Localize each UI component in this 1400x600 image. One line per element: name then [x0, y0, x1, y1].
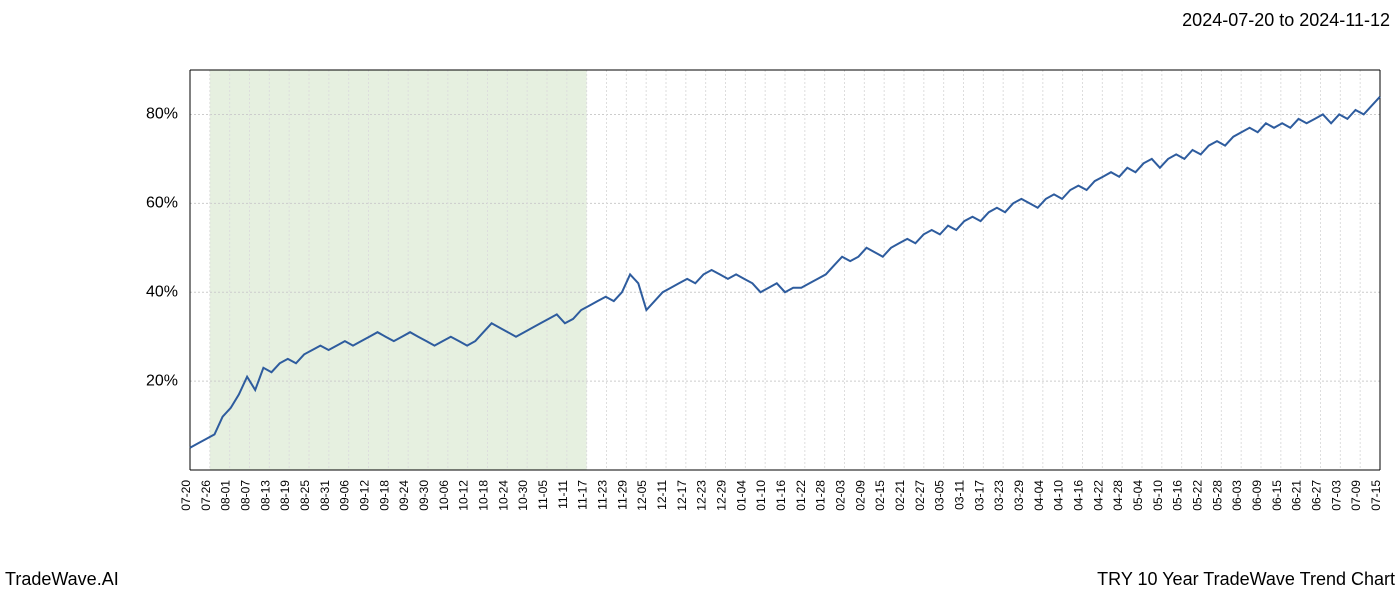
x-tick-label: 04-28 [1111, 480, 1125, 511]
x-tick-label: 10-12 [457, 480, 471, 511]
x-tick-label: 07-03 [1329, 480, 1343, 511]
x-tick-label: 06-09 [1250, 480, 1264, 511]
x-tick-label: 10-06 [437, 480, 451, 511]
x-tick-label: 06-15 [1270, 480, 1284, 511]
x-tick-label: 08-25 [298, 480, 312, 511]
x-tick-label: 01-16 [774, 480, 788, 511]
x-tick-label: 02-27 [913, 480, 927, 511]
x-tick-label: 05-28 [1210, 480, 1224, 511]
y-tick-label: 80% [146, 106, 178, 123]
trend-chart: 20% 40% 60% 80% 07-20 07-26 08-01 08-07 08-13 08-… [0, 50, 1400, 540]
x-tick-label: 10-30 [516, 480, 530, 511]
x-tick-label: 04-22 [1091, 480, 1105, 511]
x-tick-label: 01-28 [814, 480, 828, 511]
x-tick-label: 04-16 [1072, 480, 1086, 511]
x-tick-label: 07-15 [1369, 480, 1383, 511]
x-tick-label: 10-18 [477, 480, 491, 511]
x-tick-label: 10-24 [496, 480, 510, 511]
x-tick-label: 01-22 [794, 480, 808, 511]
highlight-region [210, 70, 587, 470]
chart-title: TRY 10 Year TradeWave Trend Chart [1097, 569, 1395, 590]
x-tick-label: 11-11 [556, 480, 570, 509]
x-tick-label: 05-10 [1151, 480, 1165, 511]
x-tick-label: 12-11 [655, 480, 669, 510]
chart-container: 20% 40% 60% 80% 07-20 07-26 08-01 08-07 08-13 08-… [0, 50, 1400, 540]
brand-label: TradeWave.AI [5, 569, 119, 590]
date-range-label: 2024-07-20 to 2024-11-12 [1182, 10, 1390, 31]
x-tick-label: 02-15 [873, 480, 887, 511]
x-tick-label: 04-10 [1052, 480, 1066, 511]
x-tick-label: 07-20 [179, 480, 193, 511]
x-tick-label: 11-17 [576, 480, 590, 510]
y-tick-label: 20% [146, 372, 178, 389]
x-tick-label: 09-06 [338, 480, 352, 511]
x-tick-label: 01-10 [754, 480, 768, 511]
x-tick-label: 07-09 [1349, 480, 1363, 511]
x-tick-label: 01-04 [734, 480, 748, 511]
y-tick-label: 60% [146, 195, 178, 212]
x-tick-label: 03-11 [953, 480, 967, 510]
x-tick-label: 11-05 [536, 480, 550, 510]
x-tick-label: 08-13 [258, 480, 272, 511]
x-tick-label: 11-23 [596, 480, 610, 510]
y-tick-label: 40% [146, 283, 178, 300]
x-tick-label: 02-21 [893, 480, 907, 511]
x-tick-label: 12-05 [635, 480, 649, 511]
x-tick-label: 05-04 [1131, 480, 1145, 511]
x-tick-label: 03-17 [972, 480, 986, 511]
x-tick-label: 09-30 [417, 480, 431, 511]
x-tick-label: 06-21 [1290, 480, 1304, 511]
x-tick-label: 03-29 [1012, 480, 1026, 511]
x-tick-label: 09-18 [377, 480, 391, 511]
x-tick-label: 06-03 [1230, 480, 1244, 511]
x-tick-label: 09-12 [358, 480, 372, 511]
x-tick-label: 04-04 [1032, 480, 1046, 511]
x-tick-label: 09-24 [397, 480, 411, 511]
x-tick-label: 11-29 [615, 480, 629, 510]
x-tick-label: 08-07 [239, 480, 253, 511]
x-tick-label: 05-16 [1171, 480, 1185, 511]
x-tick-label: 06-27 [1310, 480, 1324, 511]
x-tick-label: 12-23 [695, 480, 709, 511]
x-tick-label: 03-23 [992, 480, 1006, 511]
x-tick-label: 05-22 [1191, 480, 1205, 511]
x-tick-label: 07-26 [199, 480, 213, 511]
x-tick-label: 08-31 [318, 480, 332, 511]
x-tick-label: 02-09 [853, 480, 867, 511]
x-tick-label: 03-05 [933, 480, 947, 511]
x-tick-label: 08-19 [278, 480, 292, 511]
x-tick-label: 12-29 [715, 480, 729, 511]
x-tick-label: 02-03 [834, 480, 848, 511]
x-tick-label: 08-01 [219, 480, 233, 511]
x-tick-label: 12-17 [675, 480, 689, 511]
